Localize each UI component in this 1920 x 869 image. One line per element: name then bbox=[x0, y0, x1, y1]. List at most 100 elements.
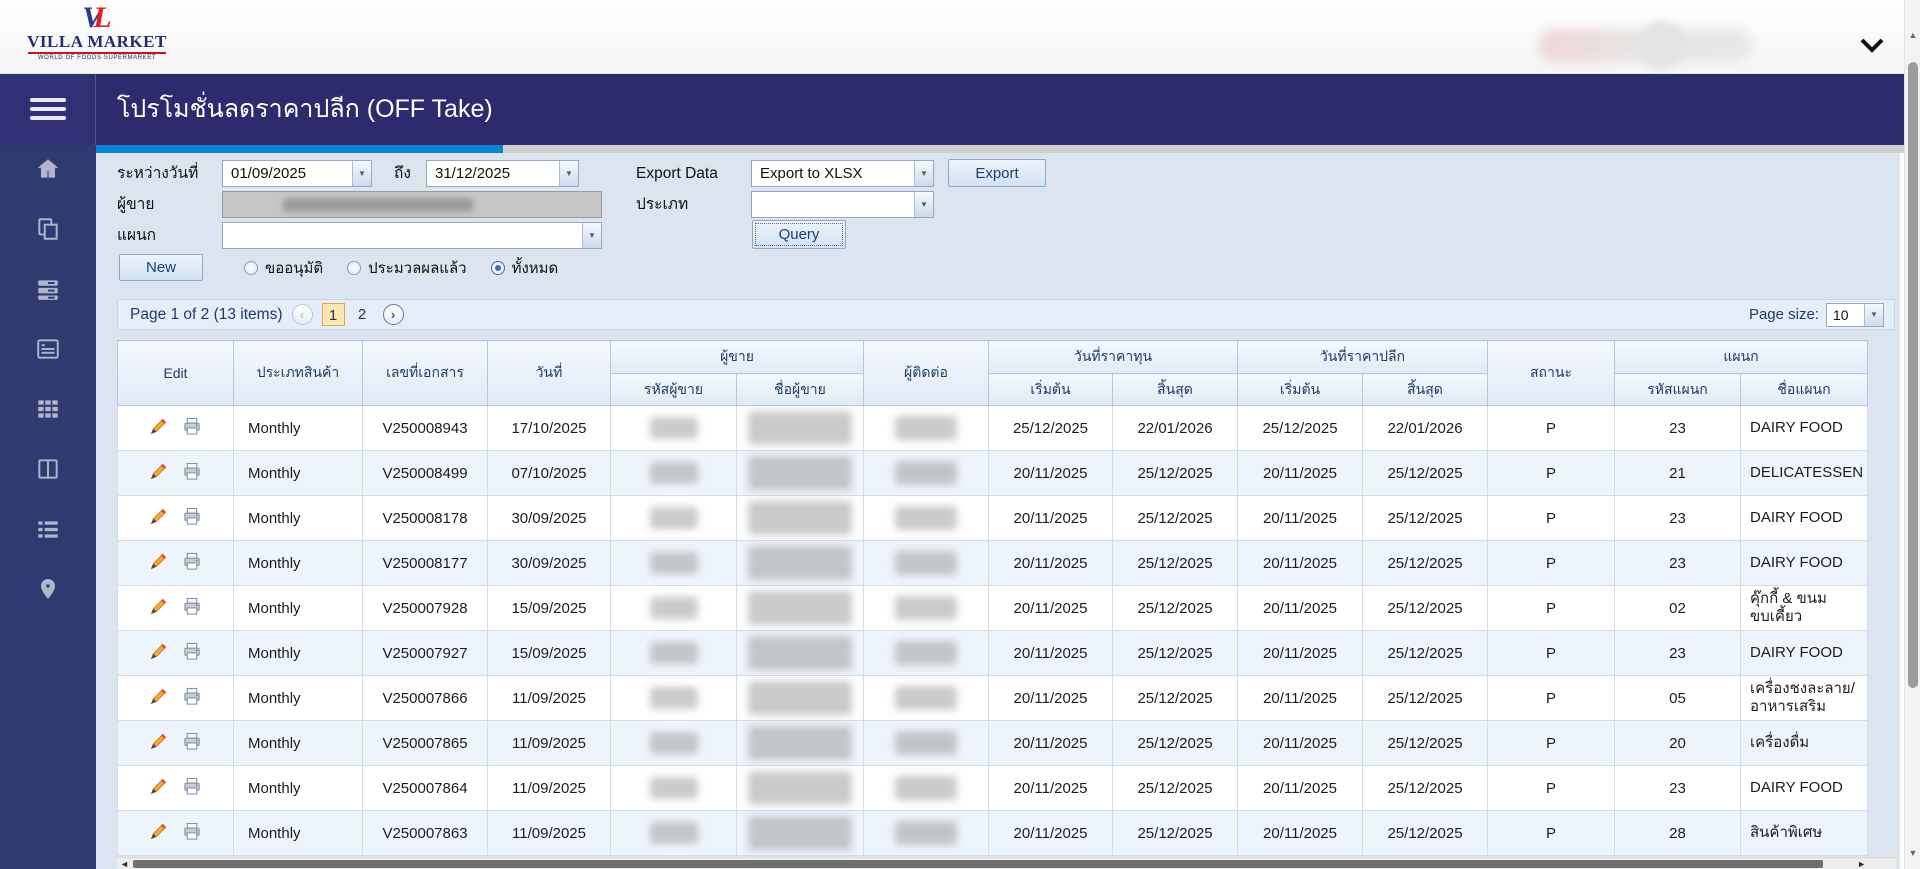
cell-cost-end: 25/12/2025 bbox=[1111, 630, 1239, 676]
cell-doc-no: V250008177 bbox=[362, 540, 488, 586]
edit-pencil-icon[interactable] bbox=[149, 777, 168, 800]
redacted-contact bbox=[895, 596, 957, 620]
scroll-up-icon[interactable]: ▲ bbox=[1908, 30, 1918, 40]
page-number-1[interactable]: 1 bbox=[321, 303, 345, 326]
col-group-vendor: ผู้ขาย bbox=[610, 340, 864, 374]
table-row: Monthly V250008177 30/09/2025 20/11/2025… bbox=[117, 540, 1869, 586]
edit-pencil-icon[interactable] bbox=[149, 687, 168, 710]
edit-pencil-icon[interactable] bbox=[149, 642, 168, 665]
cell-vendor-code bbox=[610, 675, 737, 721]
edit-pencil-icon[interactable] bbox=[149, 462, 168, 485]
date-to-input[interactable]: 31/12/2025 ▼ bbox=[426, 160, 579, 187]
grid-icon[interactable] bbox=[34, 395, 62, 423]
next-page-button[interactable]: › bbox=[382, 304, 404, 325]
cell-contact bbox=[863, 765, 989, 811]
columns-icon[interactable] bbox=[34, 455, 62, 483]
edit-pencil-icon[interactable] bbox=[149, 507, 168, 530]
location-pin-icon[interactable] bbox=[34, 575, 62, 603]
horizontal-scrollbar-thumb[interactable] bbox=[133, 860, 1823, 868]
cell-retail-start: 20/11/2025 bbox=[1237, 495, 1364, 541]
print-icon[interactable] bbox=[182, 507, 202, 530]
redacted-vendor-code bbox=[649, 462, 698, 484]
card-list-icon[interactable] bbox=[34, 335, 62, 363]
export-button[interactable]: Export bbox=[948, 159, 1046, 187]
cell-vendor-name bbox=[736, 630, 864, 676]
radio-processed[interactable]: ประมวลผลแล้ว bbox=[347, 256, 467, 280]
date-to-label: ถึง bbox=[394, 165, 411, 182]
scroll-right-icon[interactable]: ► bbox=[1857, 859, 1866, 869]
table-row: Monthly V250007863 11/09/2025 20/11/2025… bbox=[117, 810, 1869, 856]
redacted-contact bbox=[895, 461, 957, 485]
list-icon[interactable] bbox=[34, 515, 62, 543]
type-dropdown-icon[interactable]: ▼ bbox=[914, 192, 933, 217]
top-header: VL VILLA MARKET WORLD OF FOODS SUPERMARK… bbox=[0, 0, 1920, 74]
print-icon[interactable] bbox=[182, 642, 202, 665]
edit-cell bbox=[117, 720, 234, 766]
print-icon[interactable] bbox=[182, 777, 202, 800]
page-size-dropdown-icon[interactable]: ▼ bbox=[1864, 303, 1883, 326]
page-size-select[interactable]: 10 ▼ bbox=[1826, 302, 1884, 327]
radio-all[interactable]: ทั้งหมด bbox=[490, 256, 558, 280]
edit-pencil-icon[interactable] bbox=[149, 732, 168, 755]
export-format-dropdown-icon[interactable]: ▼ bbox=[914, 161, 933, 186]
cell-cost-start: 20/11/2025 bbox=[988, 450, 1113, 496]
avatar[interactable] bbox=[1638, 21, 1686, 69]
print-icon[interactable] bbox=[182, 417, 202, 440]
print-icon[interactable] bbox=[182, 462, 202, 485]
department-dropdown-icon[interactable]: ▼ bbox=[582, 223, 601, 248]
cell-dept-code: 21 bbox=[1614, 450, 1742, 496]
cell-retail-end: 25/12/2025 bbox=[1362, 630, 1489, 676]
print-icon[interactable] bbox=[182, 597, 202, 620]
redacted-vendor-code bbox=[649, 732, 698, 754]
cell-cost-start: 20/11/2025 bbox=[988, 675, 1113, 721]
prev-page-button[interactable]: ‹ bbox=[291, 304, 313, 325]
cell-cost-end: 25/12/2025 bbox=[1111, 540, 1239, 586]
page-number-2[interactable]: 2 bbox=[357, 306, 367, 323]
query-button[interactable]: Query bbox=[752, 220, 846, 249]
edit-cell bbox=[117, 495, 234, 541]
date-from-input[interactable]: 01/09/2025 ▼ bbox=[222, 160, 372, 187]
print-icon[interactable] bbox=[182, 687, 202, 710]
page-title: โปรโมชั่นลดราคาปลีก (OFF Take) bbox=[117, 95, 493, 123]
edit-pencil-icon[interactable] bbox=[149, 417, 168, 440]
horizontal-scrollbar[interactable]: ◄ ► bbox=[117, 857, 1896, 869]
date-to-dropdown-icon[interactable]: ▼ bbox=[559, 161, 578, 186]
cell-doc-date: 17/10/2025 bbox=[487, 405, 611, 451]
col-group-cost-date: วันที่ราคาทุน bbox=[987, 340, 1239, 374]
print-icon[interactable] bbox=[182, 552, 202, 575]
redacted-vendor-code bbox=[649, 822, 698, 844]
department-select[interactable]: ▼ bbox=[222, 222, 602, 249]
chevron-down-icon[interactable] bbox=[1858, 36, 1886, 56]
type-select[interactable]: ▼ bbox=[751, 191, 934, 218]
redacted-contact bbox=[895, 821, 957, 845]
new-button[interactable]: New bbox=[119, 254, 203, 281]
cell-cost-end: 25/12/2025 bbox=[1111, 495, 1239, 541]
print-icon[interactable] bbox=[182, 822, 202, 845]
edit-pencil-icon[interactable] bbox=[149, 552, 168, 575]
print-icon[interactable] bbox=[182, 732, 202, 755]
page-size-label: Page size: bbox=[1748, 306, 1819, 323]
radio-pending-approval[interactable]: ขออนุมัติ bbox=[244, 256, 323, 280]
home-icon[interactable] bbox=[34, 155, 62, 183]
cell-contact bbox=[863, 495, 989, 541]
scroll-left-icon[interactable]: ◄ bbox=[120, 859, 129, 869]
edit-pencil-icon[interactable] bbox=[149, 822, 168, 845]
vertical-scrollbar[interactable]: ▲ ▼ bbox=[1904, 0, 1920, 869]
server-stack-icon[interactable] bbox=[34, 275, 62, 303]
cell-vendor-code bbox=[610, 810, 737, 856]
cell-vendor-code bbox=[610, 765, 737, 811]
redacted-vendor-code bbox=[649, 597, 698, 619]
edit-cell bbox=[117, 585, 234, 631]
date-from-dropdown-icon[interactable]: ▼ bbox=[352, 161, 371, 186]
vertical-scrollbar-thumb[interactable] bbox=[1908, 62, 1918, 688]
edit-pencil-icon[interactable] bbox=[149, 597, 168, 620]
export-format-select[interactable]: Export to XLSX ▼ bbox=[751, 160, 934, 187]
col-product-type: ประเภทสินค้า bbox=[233, 340, 363, 406]
villa-market-logo[interactable]: VL VILLA MARKET WORLD OF FOODS SUPERMARK… bbox=[22, 3, 172, 62]
copy-pages-icon[interactable] bbox=[34, 215, 62, 243]
table-row: Monthly V250008499 07/10/2025 20/11/2025… bbox=[117, 450, 1869, 496]
cell-dept-code: 20 bbox=[1614, 720, 1742, 766]
menu-icon[interactable] bbox=[30, 98, 66, 122]
scroll-down-icon[interactable]: ▼ bbox=[1908, 848, 1918, 858]
